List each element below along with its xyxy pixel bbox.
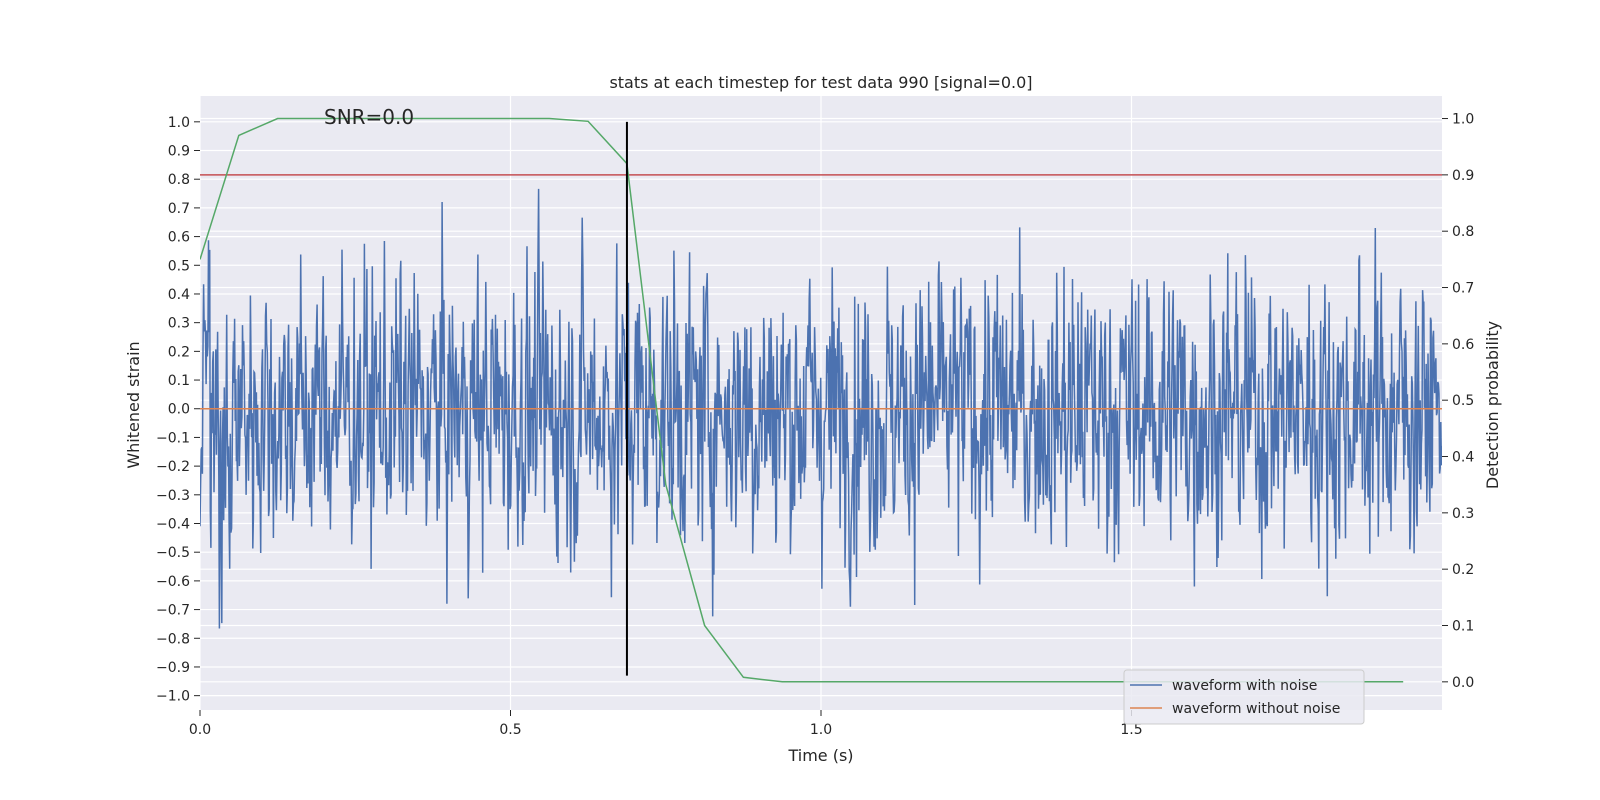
- y-tick-label-left: −0.5: [156, 545, 190, 561]
- y-tick-label-right: 0.6: [1452, 337, 1474, 353]
- y-tick-label-right: 0.4: [1452, 450, 1474, 466]
- y-tick-label-left: 0.8: [168, 172, 190, 188]
- y-tick-label-left: −1.0: [156, 689, 190, 705]
- y-tick-label-left: −0.7: [156, 603, 190, 619]
- y-tick-label-left: −0.9: [156, 660, 190, 676]
- legend-box: [1123, 669, 1365, 725]
- y-tick-label-left: −0.3: [156, 488, 190, 504]
- y-tick-label-right: 0.7: [1452, 281, 1474, 297]
- y-tick-label-left: −0.4: [156, 517, 190, 533]
- x-tick-label: 0.0: [189, 722, 211, 738]
- x-axis-label: Time (s): [787, 746, 853, 765]
- y-tick-label-left: 0.7: [168, 201, 190, 217]
- y-tick-label-left: 0.2: [168, 344, 190, 360]
- chart-title: stats at each timestep for test data 990…: [609, 73, 1032, 92]
- y-tick-label-left: 0.1: [168, 373, 190, 389]
- x-tick-label: 0.5: [499, 722, 521, 738]
- x-axis: 0.0 0.5 1.0 1.5: [189, 710, 1143, 738]
- y-tick-label-right: 0.2: [1452, 562, 1474, 578]
- y-tick-label-left: 1.0: [168, 115, 190, 131]
- series-waveform-with-noise: [200, 188, 1442, 629]
- y-tick-label-right: 0.1: [1452, 619, 1474, 635]
- legend-label-noise: waveform with noise: [1172, 678, 1317, 694]
- y-tick-label-left: −0.6: [156, 574, 190, 590]
- y-tick-label-right: 0.3: [1452, 506, 1474, 522]
- y-tick-label-left: −0.1: [156, 430, 190, 446]
- y-tick-label-left: 0.4: [168, 287, 190, 303]
- y-axis-label-right: Detection probability: [1483, 321, 1502, 489]
- y-tick-label-left: −0.2: [156, 459, 190, 475]
- snr-annotation: SNR=0.0: [324, 105, 414, 129]
- y-tick-label-left: 0.3: [168, 316, 190, 332]
- x-tick-label: 1.0: [810, 722, 832, 738]
- x-tick-label: 1.5: [1120, 722, 1142, 738]
- y-tick-label-right: 0.0: [1452, 675, 1474, 691]
- y-tick-label-right: 0.8: [1452, 224, 1474, 240]
- y-tick-label-right: 1.0: [1452, 112, 1474, 128]
- y-tick-label-right: 0.9: [1452, 168, 1474, 184]
- y-axis-label-left: Whitened strain: [124, 341, 143, 468]
- y-tick-label-left: −0.8: [156, 631, 190, 647]
- y-tick-label-left: 0.9: [168, 144, 190, 160]
- y-tick-label-left: 0.5: [168, 258, 190, 274]
- y-tick-label-right: 0.5: [1452, 393, 1474, 409]
- y-tick-label-left: 0.6: [168, 230, 190, 246]
- right-axis: 1.0 0.9 0.8 0.7 0.6 0.5 0.4 0.3 0.2 0.1 0.0: [1442, 112, 1474, 691]
- left-axis: 1.0 0.9 0.8 0.7 0.6 0.5 0.4 0.3 0.2 0.1 0.0 −0.1 −0.…: [156, 115, 200, 705]
- legend-label-clean: waveform without noise: [1172, 701, 1340, 717]
- y-tick-label-left: 0.0: [168, 402, 190, 418]
- legend: waveform with noise waveform without noi…: [1123, 669, 1365, 725]
